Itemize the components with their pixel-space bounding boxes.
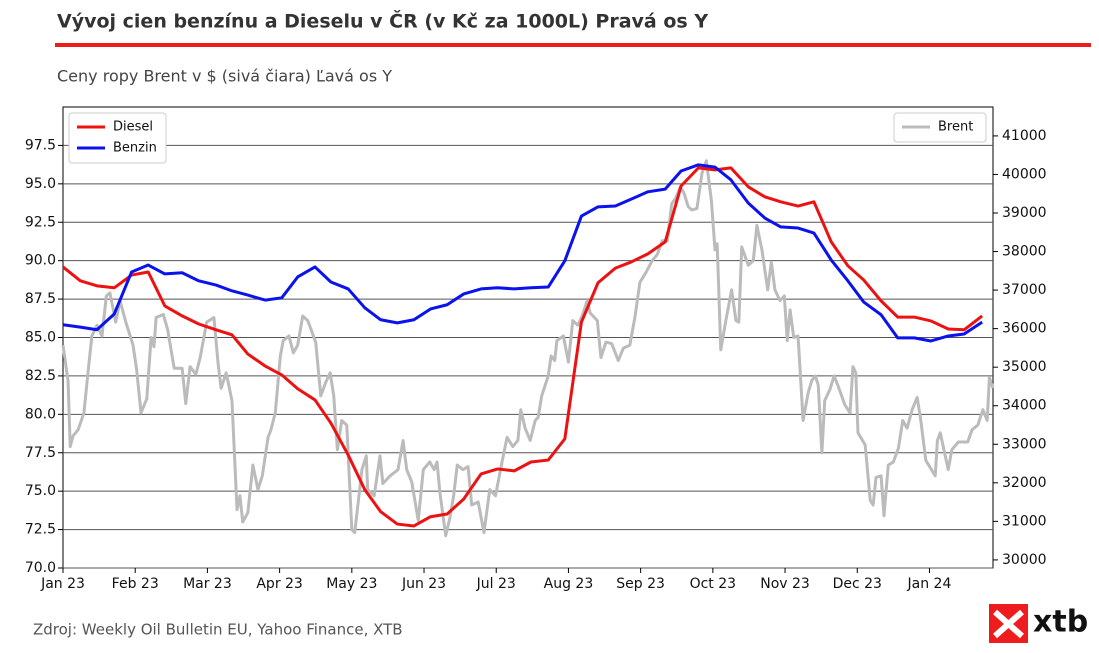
y2-tick-label: 39000 [1002, 205, 1047, 221]
title-rule [55, 43, 1091, 47]
y2-tick-label: 38000 [1002, 244, 1047, 260]
x-tick-label: Feb 23 [112, 576, 159, 592]
y2-tick-label: 36000 [1002, 321, 1047, 337]
y-tick-label: 75.0 [25, 483, 56, 499]
legend-label: Brent [938, 120, 973, 135]
y-tick-label: 80.0 [25, 406, 56, 422]
series-line [62, 166, 984, 528]
y-tick-label: 95.0 [25, 176, 56, 192]
x-tick-label: Dec 23 [833, 576, 882, 592]
y2-tick-label: 41000 [1002, 128, 1047, 144]
y2-tick-label: 30000 [1002, 552, 1047, 568]
y-tick-label: 82.5 [25, 368, 56, 384]
y2-tick-label: 35000 [1002, 359, 1047, 375]
chart-subtitle: Ceny ropy Brent v $ (sivá čiara) Ľavá os… [57, 67, 392, 86]
legend: Brent [893, 112, 987, 143]
legend-label: Diesel [113, 120, 153, 135]
legend-box [893, 112, 987, 143]
x-tick-label: May 23 [326, 576, 377, 592]
y-tick-label: 77.5 [25, 445, 56, 461]
x-tick-label: Jan 24 [907, 576, 952, 592]
x-tick-label: Mar 23 [183, 576, 232, 592]
logo: xtb [989, 604, 1088, 643]
y-tick-label: 72.5 [25, 522, 56, 538]
x-tick-label: Jan 23 [40, 576, 85, 592]
y2-tick-label: 31000 [1002, 513, 1047, 529]
series-line [61, 159, 995, 538]
x-tick-label: Oct 23 [690, 576, 736, 592]
source-note: Zdroj: Weekly Oil Bulletin EU, Yahoo Fin… [33, 621, 403, 639]
y2-tick-label: 33000 [1002, 436, 1047, 452]
y2-tick-label: 34000 [1002, 398, 1047, 414]
logo-text: xtb [1033, 605, 1088, 640]
y-tick-label: 90.0 [25, 253, 56, 269]
y-tick-label: 85.0 [25, 330, 56, 346]
y2-tick-label: 37000 [1002, 282, 1047, 298]
y-tick-label: 87.5 [25, 291, 56, 307]
y-tick-label: 70.0 [25, 560, 56, 576]
y-tick-label: 92.5 [25, 214, 56, 230]
y2-tick-label: 40000 [1002, 166, 1047, 182]
x-tick-label: Sep 23 [616, 576, 665, 592]
series-line [62, 163, 983, 343]
y-tick-label: 97.5 [25, 137, 56, 153]
y2-tick-label: 32000 [1002, 475, 1047, 491]
x-tick-label: Aug 23 [544, 576, 594, 592]
logo-x [993, 609, 1024, 639]
legend-label: Benzin [113, 141, 157, 156]
x-tick-label: Nov 23 [760, 576, 810, 592]
x-tick-label: Jul 23 [476, 576, 516, 592]
x-tick-label: Jun 23 [401, 576, 446, 592]
legend: Diesel Benzin [68, 112, 167, 164]
chart-title: Vývoj cien benzínu a Dieselu v ČR (v Kč … [57, 9, 708, 33]
x-tick-label: Apr 23 [256, 576, 302, 592]
